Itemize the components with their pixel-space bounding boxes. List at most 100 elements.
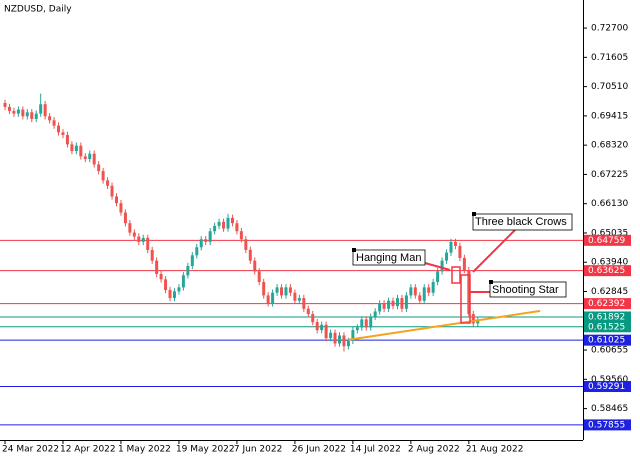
level-label: 0.62392 — [588, 299, 625, 309]
y-tick-label: 0.68320 — [591, 141, 628, 151]
level-label-bg — [584, 419, 631, 431]
x-tick-label: 19 May 2022 — [176, 445, 235, 455]
candle-body — [387, 300, 391, 309]
candle-body — [391, 300, 395, 307]
candle-body — [213, 225, 217, 232]
x-tick-label: 2 Aug 2022 — [408, 445, 460, 455]
candle-body — [190, 255, 194, 266]
candle-body — [467, 269, 471, 315]
candle-body — [92, 153, 96, 165]
candle-body — [351, 330, 355, 341]
y-tick-label: 0.60655 — [591, 346, 628, 356]
candle-body — [128, 223, 132, 233]
y-tick-label: 0.72700 — [591, 24, 628, 34]
candle-body — [476, 320, 480, 324]
candle-body — [115, 196, 118, 204]
candle-body — [355, 327, 359, 331]
candle-body — [449, 241, 453, 253]
candle-body — [302, 298, 306, 309]
candle-body — [222, 221, 226, 229]
candle-body — [445, 252, 449, 261]
candle-body — [16, 109, 20, 114]
x-tick-label: 26 Jun 2022 — [292, 445, 346, 455]
candle-body — [177, 287, 181, 292]
candle-body — [400, 298, 404, 309]
x-tick-label: 7 Jun 2022 — [234, 445, 282, 455]
level-label-bg — [584, 334, 631, 346]
trendline — [348, 309, 541, 341]
candle-body — [427, 287, 431, 293]
level-label: 0.61025 — [588, 336, 625, 346]
candle-body — [52, 120, 56, 126]
candle-body — [226, 217, 230, 229]
candle-body — [329, 332, 333, 339]
candle-body — [230, 217, 234, 224]
candle-body — [43, 104, 47, 117]
candle-body — [235, 223, 239, 232]
candle-body — [431, 282, 435, 293]
candle-body — [83, 156, 87, 160]
candle-body — [106, 180, 110, 186]
candle-body — [404, 295, 408, 309]
anchor — [489, 280, 493, 284]
y-tick-label: 0.69415 — [591, 111, 628, 121]
candle-body — [257, 271, 261, 283]
candle-body — [168, 290, 172, 299]
candle-body — [288, 287, 292, 293]
candle-body — [57, 125, 61, 133]
candle-body — [141, 237, 145, 242]
candle-body — [458, 245, 462, 258]
candle-body — [462, 257, 466, 270]
candle-body — [48, 116, 52, 121]
x-tick-label: 1 May 2022 — [118, 445, 171, 455]
level-label-bg — [584, 265, 631, 277]
candle-body — [150, 249, 154, 261]
annotation: Shooting Star — [492, 284, 559, 296]
candle-body — [25, 112, 29, 117]
candle-body — [248, 249, 252, 261]
chart-title: NZDUSD, Daily — [4, 5, 72, 15]
candle-body — [146, 237, 150, 250]
candle-body — [409, 287, 413, 296]
candle-body — [7, 106, 11, 111]
candle-body — [436, 271, 440, 283]
candle-body — [382, 303, 386, 309]
y-tick-label: 0.63940 — [591, 258, 628, 268]
annotation: Three black Crows — [475, 216, 567, 228]
y-tick-label: 0.67225 — [591, 170, 628, 180]
candle-body — [311, 314, 315, 323]
candle-body — [70, 144, 74, 152]
candle-body — [262, 282, 266, 296]
x-tick-label: 12 Apr 2022 — [60, 445, 116, 455]
y-tick-label: 0.62845 — [591, 287, 628, 297]
candle-body — [101, 171, 105, 181]
candle-body — [346, 340, 350, 347]
y-tick-label: 0.66130 — [591, 199, 628, 209]
candle-body — [181, 275, 185, 288]
annotation: Hanging Man — [356, 252, 421, 264]
candle-body — [244, 239, 248, 250]
y-tick-label: 0.71605 — [591, 53, 628, 63]
candle-body — [74, 145, 78, 152]
candle-body — [21, 109, 25, 117]
candle-body — [159, 273, 163, 280]
candle-body — [333, 332, 337, 344]
candle-body — [119, 203, 123, 213]
candle-body — [271, 292, 275, 304]
candle-body — [471, 314, 475, 324]
candle-body — [79, 145, 83, 157]
candle-body — [418, 295, 422, 301]
candle-body — [217, 221, 221, 226]
candle-body — [275, 287, 279, 293]
candle-body — [34, 113, 38, 119]
y-tick-label: 0.70510 — [591, 82, 628, 92]
arrow — [472, 229, 516, 273]
level-label: 0.57855 — [588, 420, 625, 430]
candle-body — [88, 153, 92, 160]
annotation-box — [489, 281, 567, 298]
anchor — [352, 248, 356, 252]
candle-body — [315, 322, 319, 331]
candle-body — [3, 102, 7, 107]
anchor — [472, 212, 476, 216]
